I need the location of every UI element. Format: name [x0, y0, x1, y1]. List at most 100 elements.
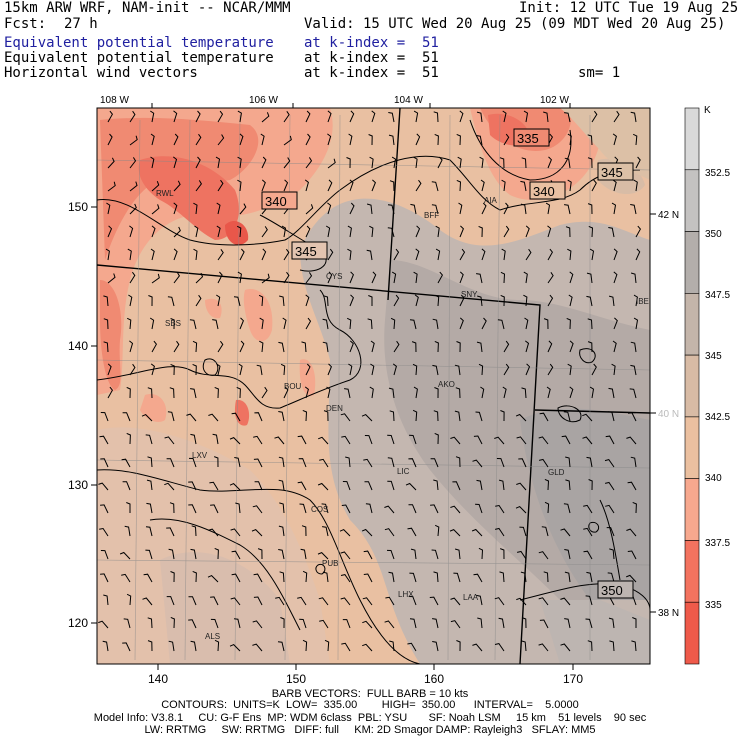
colorbar-swatch	[684, 231, 700, 294]
city-label: SBS	[165, 319, 181, 328]
wind-barb	[458, 202, 463, 215]
wind-barb	[208, 528, 219, 537]
wind-barb	[415, 133, 421, 146]
wind-barb	[499, 571, 505, 583]
wind-barb	[347, 248, 352, 261]
wind-barb	[103, 295, 109, 307]
wind-barb	[100, 412, 109, 422]
wind-barb	[371, 271, 377, 284]
wind-barb	[193, 202, 198, 215]
wind-barb	[192, 570, 197, 583]
wind-barb	[390, 317, 396, 330]
wind-barb	[317, 482, 329, 491]
wind-barb	[525, 225, 530, 238]
wind-barb	[297, 435, 307, 445]
wind-barb	[261, 248, 267, 261]
wind-barb	[129, 340, 134, 353]
wind-barb	[346, 157, 351, 169]
wind-barb	[192, 340, 198, 353]
wind-barb	[188, 457, 197, 468]
wind-barb	[437, 271, 444, 284]
wind-barb	[589, 386, 595, 399]
wind-barb	[214, 456, 219, 468]
wind-barb	[409, 319, 417, 330]
wind-barb	[145, 549, 153, 560]
wind-barb	[282, 317, 287, 330]
wind-barb	[349, 340, 354, 353]
wind-barb	[98, 482, 109, 491]
wind-barb	[410, 548, 417, 560]
colorbar-swatch	[684, 354, 700, 418]
wind-barb	[561, 435, 571, 445]
wind-barb	[322, 526, 329, 537]
wind-barb	[149, 317, 155, 330]
wind-barb	[568, 294, 573, 307]
wind-barb	[327, 363, 332, 376]
wind-barb	[387, 204, 395, 215]
wind-barb	[253, 596, 263, 606]
wind-barb	[494, 643, 505, 652]
wind-barb	[547, 294, 554, 307]
wind-barb	[99, 527, 109, 537]
wind-barb	[253, 573, 263, 583]
wind-barb	[567, 248, 572, 261]
wind-barb	[476, 273, 483, 284]
wind-barb	[567, 363, 572, 376]
wind-barb	[217, 271, 223, 284]
wind-barb	[371, 110, 376, 123]
contour-label: 340	[265, 194, 287, 209]
wind-barb	[564, 112, 571, 123]
wind-barb	[455, 456, 461, 468]
wind-barb	[454, 410, 461, 422]
wind-barb	[190, 433, 197, 445]
wind-barb	[214, 386, 219, 399]
wind-barb	[391, 156, 397, 169]
wind-barb	[363, 550, 373, 560]
wind-barb	[369, 156, 374, 169]
wind-barb	[147, 617, 153, 629]
wind-barb	[627, 412, 637, 422]
wind-barb	[238, 363, 243, 376]
wind-barb	[342, 481, 351, 491]
wind-barb	[560, 528, 571, 537]
model-info-line-1: Model Info: V3.8.1 CU: G-F Ens MP: WDM 6…	[93, 712, 647, 724]
wind-barb	[212, 433, 219, 445]
wind-barb	[126, 386, 131, 399]
field-2-name: Equivalent potential temperature	[4, 50, 274, 66]
wind-barb	[237, 156, 242, 169]
wind-barb	[340, 574, 351, 583]
wind-barb	[565, 226, 571, 238]
wind-barb	[237, 271, 242, 284]
wind-barb	[393, 340, 400, 353]
wind-barb	[319, 458, 329, 468]
wind-barb	[261, 179, 266, 192]
wind-barb	[322, 571, 329, 583]
wind-barb	[368, 134, 373, 146]
wind-barb	[324, 639, 330, 652]
wind-barb	[103, 318, 109, 330]
wind-barb	[256, 364, 263, 376]
wind-barb	[279, 295, 285, 307]
wind-barb	[121, 458, 131, 468]
wind-barb	[98, 620, 109, 629]
wind-barb	[191, 525, 197, 537]
wind-barb	[278, 549, 285, 560]
wind-barb	[569, 340, 574, 353]
wind-barb	[630, 364, 637, 376]
wind-barb	[173, 248, 178, 261]
wind-barb	[567, 179, 572, 192]
wind-barb	[107, 386, 114, 399]
wind-barb	[495, 504, 505, 514]
wind-barb	[515, 506, 527, 514]
wind-barb	[129, 110, 136, 123]
wind-barb	[100, 458, 109, 468]
wind-barb	[239, 203, 247, 215]
wind-barb	[99, 435, 109, 445]
wind-barb	[122, 481, 131, 491]
wind-barb	[216, 202, 221, 215]
wind-barb	[432, 641, 439, 652]
wind-barb	[583, 550, 593, 560]
wind-barb	[586, 456, 593, 468]
wind-barb	[585, 618, 593, 629]
